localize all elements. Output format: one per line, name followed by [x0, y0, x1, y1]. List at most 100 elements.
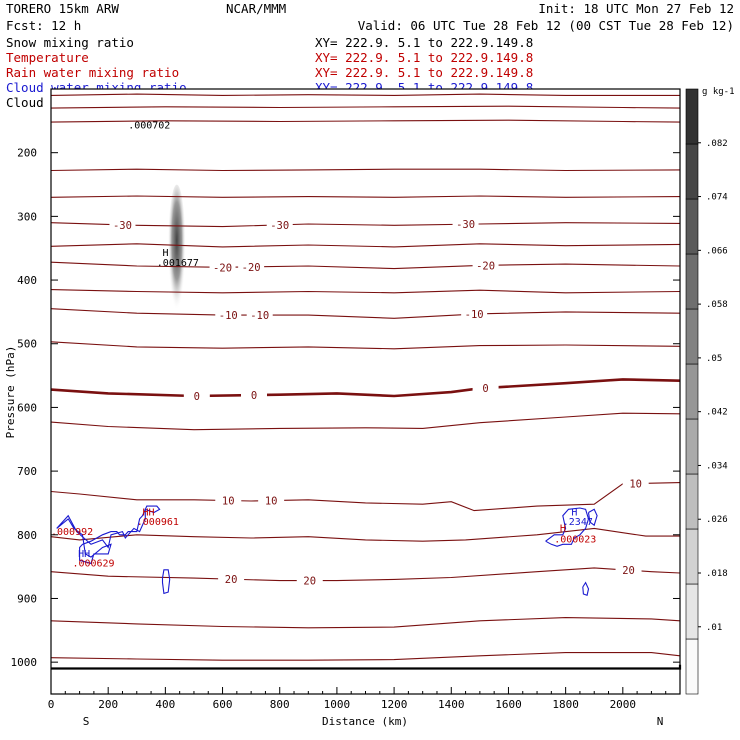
- temperature-contour-20: [50, 567, 681, 582]
- contour-label--20-2: -20: [476, 260, 495, 272]
- model-title: TORERO 15km ARW: [6, 1, 119, 16]
- temperature-contour-5: [50, 412, 681, 431]
- colorbar-units: g kg-1: [702, 87, 735, 97]
- legend-xy-1: XY= 222.9. 5.1 to 222.9.149.8: [315, 50, 533, 65]
- contour-label-0-2: 0: [482, 383, 488, 395]
- contour-label--30-0: -30: [113, 220, 132, 232]
- contour-label-20-1: 20: [303, 576, 316, 588]
- contour-label-0-1: 0: [251, 390, 257, 402]
- temperature-contour--30: [50, 222, 681, 228]
- temperature-contour-0: [50, 378, 681, 398]
- org-label: NCAR/MMM: [226, 1, 286, 16]
- extremum-label-0: .000702: [128, 120, 170, 131]
- colorbar-tick-label: .01: [706, 623, 722, 633]
- colorbar-tick-label: .074: [706, 193, 728, 203]
- contour-label-bg: [622, 477, 649, 489]
- contour-label-0-0: 0: [194, 391, 200, 403]
- contour-label-10-1: 10: [265, 496, 278, 508]
- contour-label-10-2: 10: [629, 479, 642, 491]
- contour-label-bg: [461, 308, 488, 320]
- cloud-water-contour-3: [587, 508, 598, 527]
- contour-label-20-2: 20: [622, 565, 635, 577]
- contour-label--20-0: -20: [213, 262, 232, 274]
- temperature-contour-25: [50, 617, 681, 629]
- legend-field-2: Rain water mixing ratio: [6, 65, 179, 80]
- colorbar-tick-label: .066: [706, 246, 728, 256]
- contour-label-bg: [258, 494, 285, 506]
- extremum-label-5: .000992: [51, 527, 93, 538]
- contour-label--30-1: -30: [270, 220, 289, 232]
- colorbar-tick-label: .026: [706, 515, 728, 525]
- colorbar-bin: [685, 528, 699, 585]
- valid-time: Valid: 06 UTC Tue 28 Feb 12 (00 CST Tue …: [358, 18, 734, 33]
- colorbar: .01 .018 .026 .034 .042 .05 .058 .066 .074 .082: [685, 88, 728, 695]
- x-tick-label: 2000: [610, 698, 637, 711]
- axes: 0 200 400 600 800 1000 1200 1400 1600 1800 2000200…: [11, 147, 680, 711]
- legend-field-1: Temperature: [6, 50, 89, 65]
- contour-label-bg: [246, 309, 273, 321]
- colorbar-tick-label: .018: [706, 569, 728, 579]
- cloud-water-contour-4: [582, 581, 590, 597]
- y-tick-label: 700: [17, 465, 37, 478]
- contour-label--10-0: -10: [219, 310, 238, 322]
- temperature-contour--15: [50, 289, 681, 294]
- temperature-contour-30: [50, 652, 681, 661]
- colorbar-bin: [685, 143, 699, 200]
- contour-label-bg: [472, 259, 499, 271]
- contour-label-bg: [240, 389, 267, 401]
- extremum-label-9: .2347: [563, 517, 593, 528]
- contour-label-bg: [615, 564, 642, 576]
- legend-xy-snow: XY= 222.9. 5.1 to 222.9.149.8: [315, 35, 533, 50]
- y-tick-label: 300: [17, 210, 37, 223]
- x-axis-label: Distance (km): [322, 715, 408, 728]
- temperature-contour--20: [50, 261, 681, 270]
- colorbar-bin: [685, 308, 699, 365]
- extremum-label-6: HH: [78, 549, 90, 560]
- init-time: Init: 18 UTC Mon 27 Feb 12: [538, 1, 734, 16]
- colorbar-bin: [685, 638, 699, 695]
- x-tick-label: 600: [213, 698, 233, 711]
- forecast-hour: Fcst: 12 h: [6, 18, 81, 33]
- x-tick-label: 1400: [438, 698, 465, 711]
- temperature-contour--25: [50, 243, 681, 248]
- colorbar-tick-label: .082: [706, 139, 728, 149]
- extremum-label-2: .001677: [157, 258, 199, 269]
- colorbar-bin: [685, 363, 699, 420]
- temperature-contour--5: [50, 341, 681, 350]
- y-tick-label: 600: [17, 401, 37, 414]
- colorbar-bin: [685, 583, 699, 640]
- y-tick-label: 900: [17, 592, 37, 605]
- cloud-water-contour-1: [161, 569, 171, 595]
- cloud-water-contour-2: [545, 507, 590, 547]
- y-tick-label: 800: [17, 529, 37, 542]
- temperature-contour-15: [50, 527, 680, 542]
- contour-label-bg: [218, 573, 245, 585]
- colorbar-bin: [685, 418, 699, 475]
- cloud-ice-shading: [167, 184, 186, 325]
- extremum-label-1: H: [163, 248, 169, 259]
- x-tick-label: 1000: [324, 698, 351, 711]
- extremum-label-8: H: [571, 508, 577, 519]
- contour-label--10-1: -10: [250, 310, 269, 322]
- contour-label-bg: [296, 574, 323, 586]
- x-tick-label: 200: [98, 698, 118, 711]
- contour-label-10-0: 10: [222, 496, 235, 508]
- x-left-end-label: S: [83, 715, 90, 728]
- legend-xy-2: XY= 222.9. 5.1 to 222.9.149.8: [315, 65, 533, 80]
- colorbar-bin: [685, 198, 699, 255]
- extremum-label-10: H: [560, 524, 566, 535]
- y-tick-label: 400: [17, 274, 37, 287]
- extremum-label-3: HH: [142, 508, 154, 519]
- temperature-contour--50: [50, 105, 681, 109]
- extremum-label-4: .000961: [137, 517, 179, 528]
- contour-label-bg: [238, 260, 265, 272]
- contour-label--20-1: -20: [242, 262, 261, 274]
- contour-label-bg: [472, 381, 499, 393]
- plot-background: [51, 89, 680, 694]
- contour-label-bg: [209, 261, 236, 273]
- temperature-contour-10: [50, 482, 681, 512]
- contour-label-20-0: 20: [225, 574, 238, 586]
- colorbar-tick-label: .05: [706, 354, 722, 364]
- contour-label--30-2: -30: [456, 219, 475, 231]
- y-axis-label: Pressure (hPa): [4, 346, 17, 439]
